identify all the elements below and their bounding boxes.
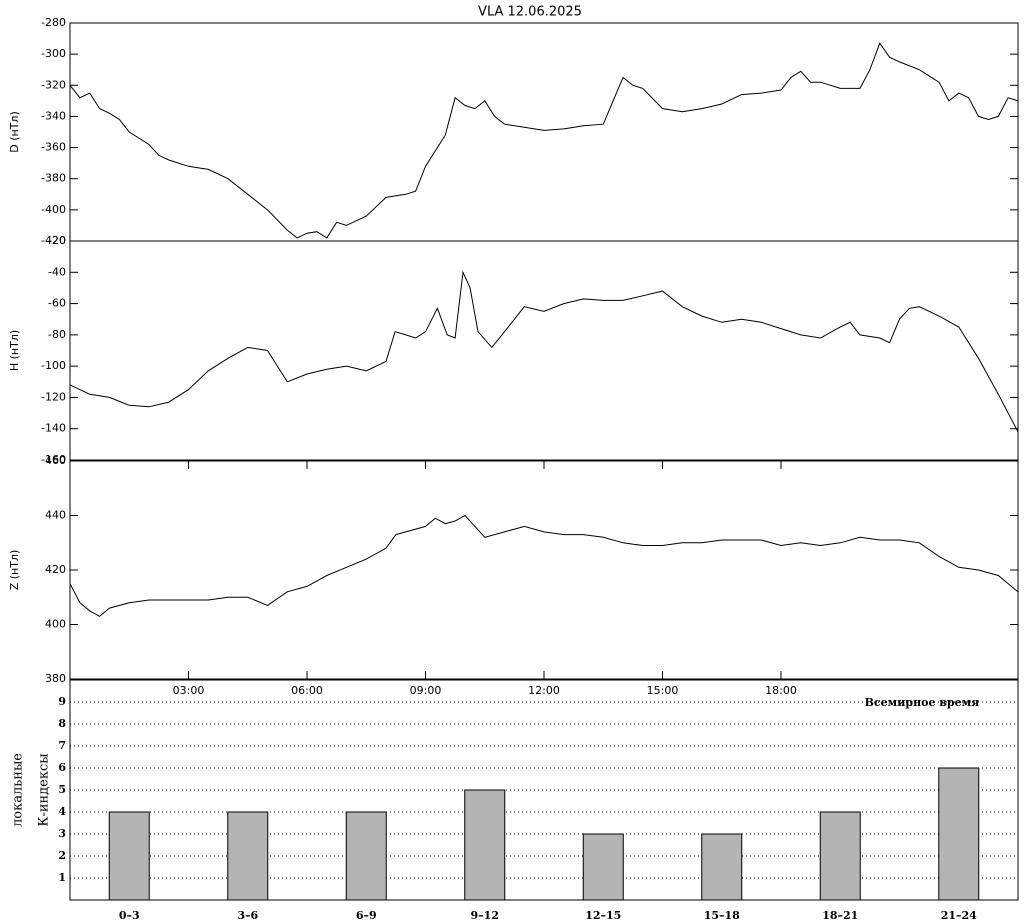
bar <box>938 767 980 901</box>
plot-frame <box>69 679 1019 901</box>
chart-title: VLA 12.06.2025 <box>478 5 582 20</box>
x-tick-label: 15:00 <box>647 684 679 697</box>
y-tick-label: -300 <box>41 47 66 60</box>
line <box>69 42 1019 239</box>
line <box>69 514 1019 617</box>
y-tick-label: -140 <box>41 422 66 435</box>
x-tick-label: 12:00 <box>528 684 560 697</box>
y-tick-label: -160 <box>41 453 66 466</box>
y-tick-label: 6 <box>58 761 66 774</box>
bar <box>345 811 387 901</box>
y-tick-label: 7 <box>58 739 66 752</box>
line <box>69 270 1019 433</box>
y-tick-label: -120 <box>41 390 66 403</box>
bar <box>819 811 861 901</box>
y-tick-label: 9 <box>58 695 66 708</box>
y-tick-label: -280 <box>41 16 66 29</box>
y-tick-label: 5 <box>58 783 66 796</box>
y-axis-label: H (нТл) <box>8 330 21 371</box>
x-tick-label: 3–6 <box>237 909 258 921</box>
y-tick-label: 2 <box>58 849 66 862</box>
y-tick-label: -60 <box>48 297 66 310</box>
y-tick-label: -80 <box>48 328 66 341</box>
y-axis-label: К-индексы <box>37 753 52 826</box>
y-tick-label: 420 <box>45 563 66 576</box>
bar <box>701 833 743 901</box>
y-tick-label: 460 <box>45 454 66 467</box>
y-tick-label: -320 <box>41 78 66 91</box>
bar <box>108 811 150 901</box>
y-tick-label: 1 <box>58 871 66 884</box>
x-tick-label: 12–15 <box>585 909 621 921</box>
y-tick-label: 400 <box>45 618 66 631</box>
plot-frame <box>69 240 1019 461</box>
y-tick-label: 8 <box>58 717 66 730</box>
bar <box>464 789 506 901</box>
bar <box>582 833 624 901</box>
y-tick-label: -420 <box>41 234 66 247</box>
x-tick-label: 21–24 <box>941 909 977 921</box>
x-tick-label: 18:00 <box>765 684 797 697</box>
y-tick-label: 4 <box>58 805 66 818</box>
bar <box>227 811 269 901</box>
x-tick-label: 03:00 <box>173 684 205 697</box>
y-tick-label: -340 <box>41 109 66 122</box>
y-tick-label: -100 <box>41 359 66 372</box>
x-tick-label: 15–18 <box>704 909 740 921</box>
y-tick-label: -400 <box>41 203 66 216</box>
y-tick-label: -380 <box>41 172 66 185</box>
y-tick-label: -40 <box>48 265 66 278</box>
y-tick-label: 3 <box>58 827 66 840</box>
y-axis-label: D (нТл) <box>8 111 21 153</box>
y-axis-label: локальные <box>11 753 26 827</box>
x-tick-label: 9–12 <box>471 909 499 921</box>
y-tick-label: -20 <box>48 234 66 247</box>
x-tick-label: 09:00 <box>410 684 442 697</box>
x-tick-label: 06:00 <box>291 684 323 697</box>
plot-frame <box>69 460 1019 680</box>
x-tick-label: 0–3 <box>119 909 140 921</box>
x-tick-label: 18–21 <box>822 909 858 921</box>
y-tick-label: 440 <box>45 509 66 522</box>
y-tick-label: -360 <box>41 141 66 154</box>
x-tick-label: 6–9 <box>356 909 377 921</box>
y-axis-label: Z (нТл) <box>8 550 21 591</box>
y-tick-label: 380 <box>45 672 66 685</box>
